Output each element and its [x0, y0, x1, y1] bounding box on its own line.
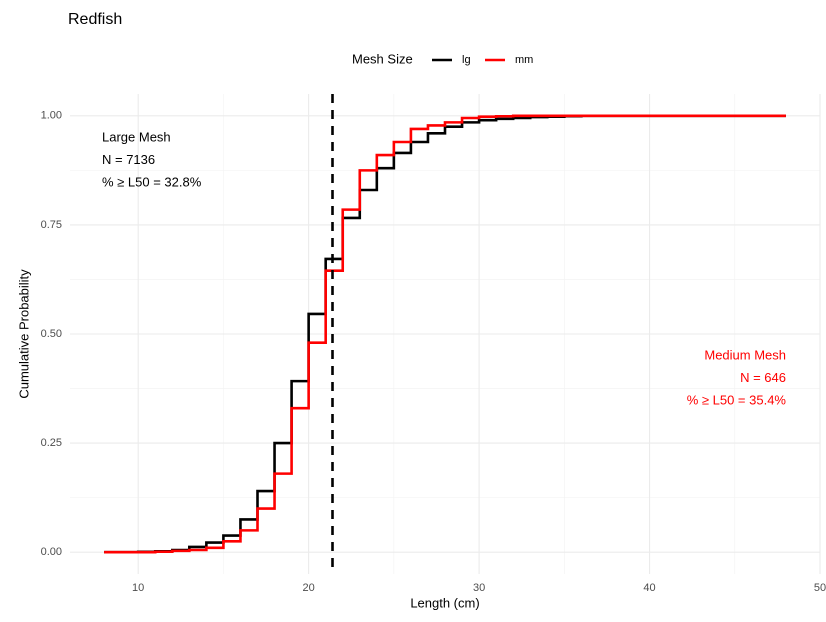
x-tick-label: 30 — [473, 582, 485, 594]
x-axis-title: Length (cm) — [410, 595, 479, 610]
legend-label: mm — [515, 54, 533, 66]
x-tick-label: 40 — [643, 582, 655, 594]
y-tick-label: 0.75 — [41, 219, 62, 231]
legend-label: lg — [462, 54, 471, 66]
x-tick-label: 20 — [303, 582, 315, 594]
y-tick-label: 0.50 — [41, 328, 62, 340]
annotation: % ≥ L50 = 35.4% — [687, 392, 787, 407]
y-axis-title: Cumulative Probability — [16, 269, 31, 399]
annotation: % ≥ L50 = 32.8% — [102, 174, 202, 189]
annotation: N = 646 — [740, 370, 786, 385]
y-tick-label: 0.00 — [41, 546, 62, 558]
step-line — [104, 114, 786, 554]
x-tick-label: 10 — [132, 582, 144, 594]
annotation: Medium Mesh — [704, 347, 786, 362]
y-tick-label: 1.00 — [41, 110, 62, 122]
annotation: N = 7136 — [102, 152, 155, 167]
chart-title: Redfish — [68, 11, 122, 28]
annotation: Large Mesh — [102, 129, 171, 144]
x-tick-label: 50 — [814, 582, 826, 594]
y-tick-label: 0.25 — [41, 437, 62, 449]
legend-title: Mesh Size — [352, 51, 413, 66]
